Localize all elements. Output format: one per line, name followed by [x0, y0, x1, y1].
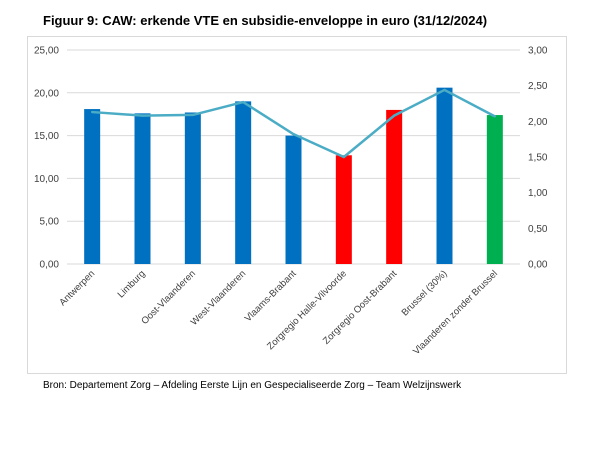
x-category-label: Brussel (30%)	[400, 268, 450, 318]
bar	[386, 109, 403, 264]
line-point	[342, 155, 346, 159]
x-category-label: Oost-Vlaanderen	[139, 268, 198, 327]
y-right-tick-label: 0,00	[528, 260, 548, 271]
figure-title: Figuur 9: CAW: erkende VTE en subsidie-e…	[43, 13, 488, 28]
y-left-tick-label: 5,00	[40, 217, 60, 228]
bar	[436, 87, 453, 264]
y-left-tick-label: 15,00	[34, 131, 59, 142]
line-point	[191, 113, 195, 117]
y-right-tick-label: 1,00	[528, 188, 548, 199]
bar	[134, 113, 151, 265]
line-point	[141, 114, 144, 117]
bar	[335, 155, 352, 264]
line-point	[392, 114, 396, 117]
y-left-tick-label: 0,00	[40, 260, 60, 271]
bar	[285, 135, 302, 264]
line-point	[493, 115, 497, 118]
chart-frame	[27, 36, 567, 374]
y-right-tick-label: 2,00	[528, 117, 548, 128]
x-category-label: West-Vlaanderen	[189, 268, 249, 328]
y-left-tick-label: 20,00	[34, 88, 59, 99]
bar	[184, 112, 201, 264]
bar	[235, 101, 252, 264]
y-left-tick-label: 10,00	[34, 174, 59, 185]
line-point	[241, 100, 245, 104]
y-left-tick-label: 25,00	[34, 46, 59, 57]
x-category-label: Vlaanderen zonder Brussel	[411, 268, 500, 357]
y-right-tick-label: 3,00	[528, 46, 548, 57]
x-category-label: Antwerpen	[57, 268, 97, 308]
bar	[486, 115, 503, 264]
combo-chart: 0,00 5,00 10,00 15,00 20,00 25,00 0,00 0,50 1,00…	[34, 46, 548, 358]
line-point	[443, 88, 446, 92]
y-right-tick-label: 0,50	[528, 224, 548, 235]
x-category-label: Limburg	[116, 268, 148, 300]
x-category-label: Vlaams-Brabant	[243, 268, 299, 324]
source-note: Bron: Departement Zorg – Afdeling Eerste…	[43, 380, 462, 391]
bar	[84, 109, 101, 265]
line-point	[292, 132, 295, 136]
line-point	[90, 110, 94, 114]
y-right-tick-label: 2,50	[528, 81, 548, 92]
y-right-tick-label: 1,50	[528, 153, 548, 164]
